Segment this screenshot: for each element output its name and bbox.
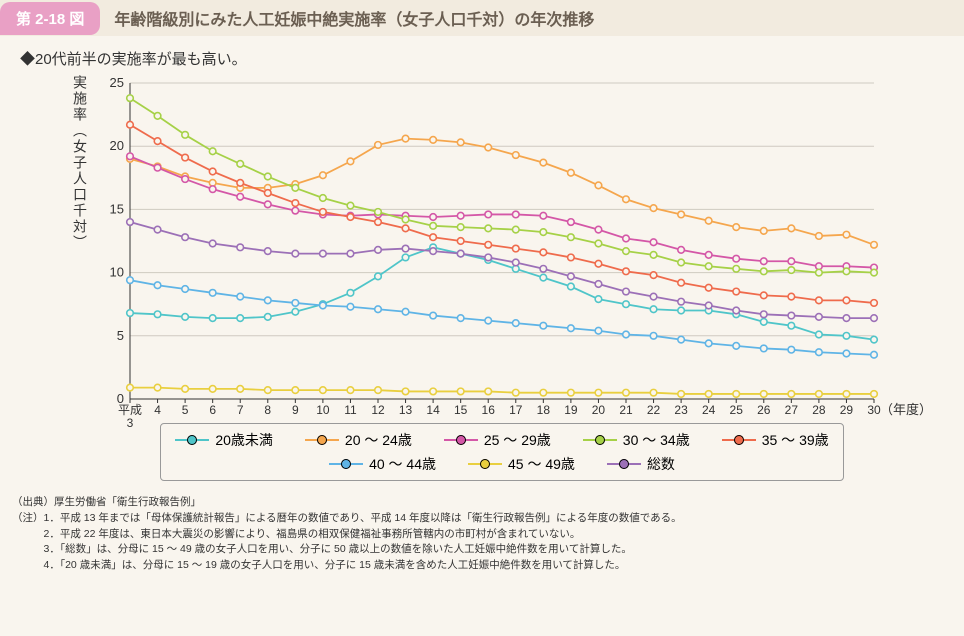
- svg-text:8: 8: [264, 403, 271, 417]
- svg-text:25: 25: [110, 75, 124, 90]
- chart-area: 実施率（女子人口千対） 0510152025平成3456789101112131…: [0, 75, 964, 415]
- figure-title: 年齢階級別にみた人工妊娠中絶実施率（女子人口千対）の年次推移: [114, 6, 594, 30]
- svg-text:20: 20: [110, 138, 124, 153]
- line-chart: 0510152025平成3456789101112131415161718192…: [94, 75, 934, 415]
- svg-text:16: 16: [482, 403, 496, 417]
- svg-text:25: 25: [730, 403, 744, 417]
- legend-swatch-s3539: [722, 439, 756, 441]
- svg-text:19: 19: [564, 403, 578, 417]
- legend-item-total: 総数: [607, 454, 675, 474]
- svg-text:10: 10: [110, 265, 124, 280]
- legend-swatch-s2024: [305, 439, 339, 441]
- svg-text:平成: 平成: [118, 403, 142, 417]
- svg-text:（年度）: （年度）: [880, 402, 924, 417]
- figure-header: 第 2-18 図 年齢階級別にみた人工妊娠中絶実施率（女子人口千対）の年次推移: [0, 0, 964, 36]
- svg-text:24: 24: [702, 403, 716, 417]
- legend-item-s4044: 40 ～ 44歳: [329, 454, 436, 474]
- legend-swatch-s4044: [329, 463, 363, 465]
- legend-swatch-u20: [175, 439, 209, 441]
- svg-text:15: 15: [110, 201, 124, 216]
- svg-text:13: 13: [399, 403, 413, 417]
- svg-text:21: 21: [619, 403, 633, 417]
- note-2: 2．平成 22 年度は、東日本大震災の影響により、福島県の相双保健福祉事務所管轄…: [44, 528, 581, 540]
- svg-text:14: 14: [426, 403, 440, 417]
- svg-text:23: 23: [674, 403, 688, 417]
- summary-bullet: ◆20代前半の実施率が最も高い。: [0, 36, 964, 75]
- legend-swatch-s4549: [468, 463, 502, 465]
- svg-text:26: 26: [757, 403, 771, 417]
- legend-swatch-s2529: [444, 439, 478, 441]
- svg-text:10: 10: [316, 403, 330, 417]
- svg-text:5: 5: [182, 403, 189, 417]
- legend-swatch-total: [607, 463, 641, 465]
- svg-text:7: 7: [237, 403, 244, 417]
- note-4: 4．「20 歳未満」は、分母に 15 ～ 19 歳の女子人口を用い、分子に 15…: [44, 559, 626, 571]
- svg-text:22: 22: [647, 403, 661, 417]
- svg-text:15: 15: [454, 403, 468, 417]
- svg-text:29: 29: [840, 403, 854, 417]
- svg-text:6: 6: [209, 403, 216, 417]
- chart-svg: 0510152025平成3456789101112131415161718192…: [94, 75, 924, 435]
- note-1: 1．平成 13 年までは「母体保護統計報告」による暦年の数値であり、平成 14 …: [44, 512, 682, 524]
- svg-text:11: 11: [344, 403, 357, 417]
- svg-text:27: 27: [785, 403, 799, 417]
- svg-text:5: 5: [117, 328, 124, 343]
- legend-item-s4549: 45 ～ 49歳: [468, 454, 575, 474]
- svg-text:3: 3: [127, 416, 134, 430]
- legend-label-s4044: 40 ～ 44歳: [369, 454, 436, 474]
- note-prefix: （注）: [12, 511, 44, 574]
- legend-label-s4549: 45 ～ 49歳: [508, 454, 575, 474]
- svg-text:9: 9: [292, 403, 299, 417]
- figure-number-badge: 第 2-18 図: [0, 2, 100, 35]
- y-axis-label: 実施率（女子人口千対）: [70, 75, 94, 415]
- source-line: （出典）厚生労働省「衛生行政報告例」: [12, 495, 952, 511]
- svg-text:30: 30: [867, 403, 881, 417]
- svg-text:28: 28: [812, 403, 826, 417]
- legend-swatch-s3034: [583, 439, 617, 441]
- svg-text:4: 4: [154, 403, 161, 417]
- svg-text:18: 18: [537, 403, 551, 417]
- note-3: 3．「総数」は、分母に 15 ～ 49 歳の女子人口を用い、分子に 50 歳以上…: [44, 543, 632, 555]
- figure-container: 第 2-18 図 年齢階級別にみた人工妊娠中絶実施率（女子人口千対）の年次推移 …: [0, 0, 964, 590]
- legend-label-total: 総数: [647, 454, 675, 474]
- svg-text:12: 12: [371, 403, 385, 417]
- svg-text:20: 20: [592, 403, 606, 417]
- svg-text:17: 17: [509, 403, 523, 417]
- footnotes: （出典）厚生労働省「衛生行政報告例」 （注） 1．平成 13 年までは「母体保護…: [0, 489, 964, 580]
